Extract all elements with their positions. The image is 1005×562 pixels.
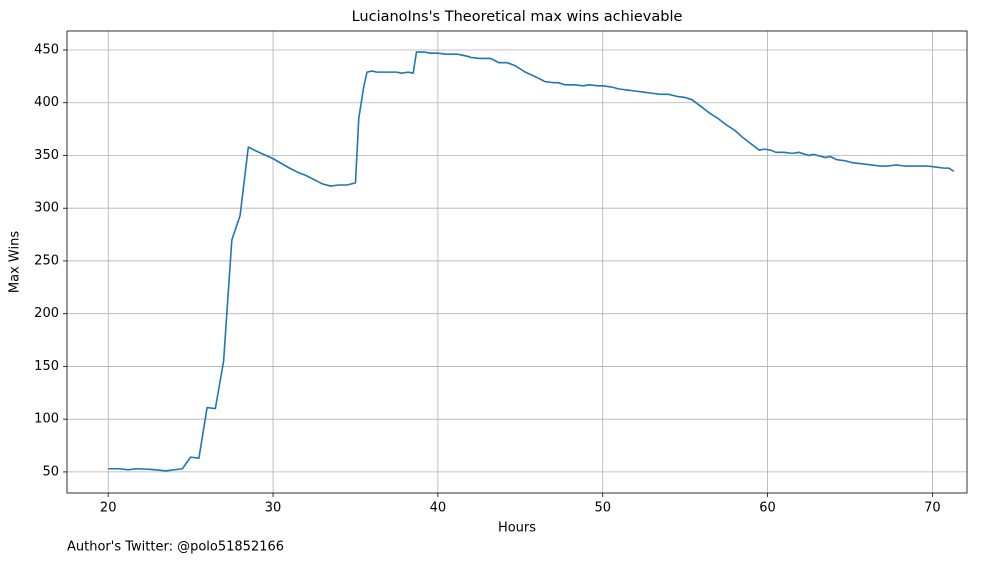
plot-frame [66, 30, 968, 494]
y-tick-label: 400 [34, 95, 59, 110]
x-tick-label: 40 [430, 501, 447, 516]
y-tick-label: 150 [34, 359, 59, 374]
y-tick-label: 450 [34, 42, 59, 57]
x-tick-label: 20 [100, 501, 117, 516]
y-tick-label: 300 [34, 201, 59, 216]
y-tick-label: 350 [34, 148, 59, 163]
y-tick-label: 250 [34, 253, 59, 268]
footnote: Author's Twitter: @polo51852166 [67, 540, 284, 555]
x-axis-label: Hours [498, 521, 536, 536]
x-tick-label: 60 [759, 501, 776, 516]
chart-title: LucianoIns's Theoretical max wins achiev… [352, 9, 683, 25]
y-axis-label: Max Wins [8, 231, 23, 293]
x-tick-label: 50 [594, 501, 611, 516]
data-line [108, 51, 955, 472]
y-tick-label: 200 [34, 306, 59, 321]
y-tick-label: 50 [42, 464, 59, 479]
x-tick-label: 70 [924, 501, 941, 516]
x-tick-label: 30 [265, 501, 282, 516]
y-tick-label: 100 [34, 412, 59, 427]
